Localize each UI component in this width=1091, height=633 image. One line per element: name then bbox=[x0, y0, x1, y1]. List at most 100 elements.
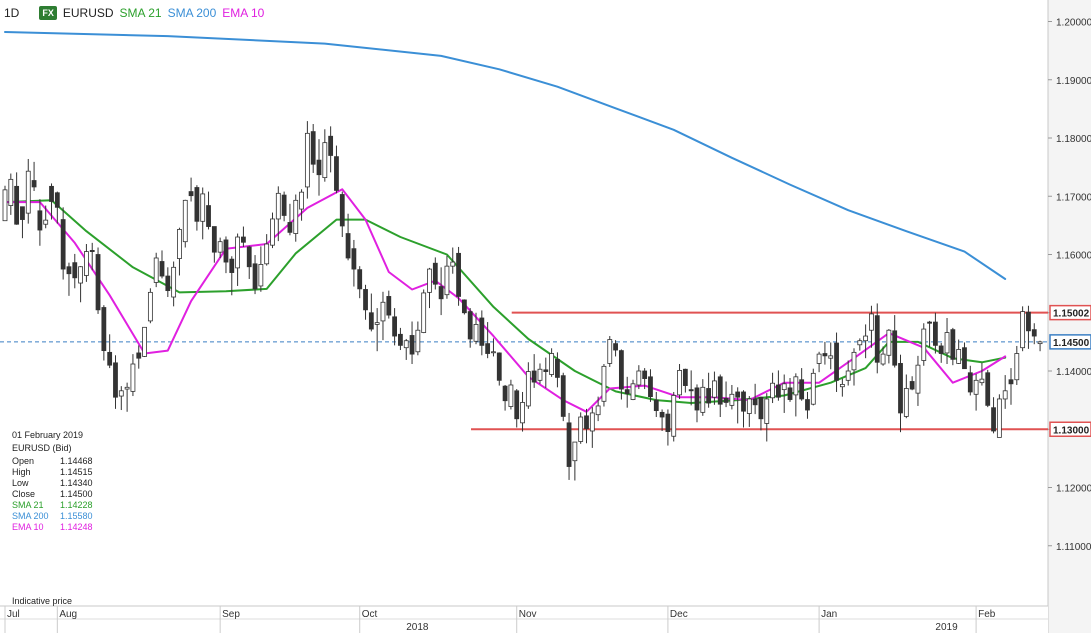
candle bbox=[339, 191, 345, 238]
candle bbox=[653, 391, 659, 418]
candle bbox=[712, 371, 717, 405]
candle bbox=[258, 246, 264, 292]
candle-body bbox=[403, 340, 409, 349]
candle-body bbox=[229, 258, 235, 273]
candle-body bbox=[898, 363, 903, 414]
candle bbox=[200, 187, 206, 240]
candle-body bbox=[700, 386, 706, 413]
candle bbox=[659, 409, 665, 431]
candle-body bbox=[177, 229, 182, 259]
month-label: Feb bbox=[978, 609, 996, 620]
candle-body bbox=[473, 323, 479, 342]
timeframe-label[interactable]: 1D bbox=[4, 6, 20, 20]
candle bbox=[874, 303, 880, 374]
candle bbox=[31, 161, 37, 192]
candle bbox=[241, 226, 246, 247]
info-row: Low 1.14340 bbox=[12, 478, 93, 489]
candle-body bbox=[246, 246, 252, 268]
candle-body bbox=[491, 351, 496, 354]
candle bbox=[37, 199, 43, 246]
candle-body bbox=[659, 411, 665, 418]
candle bbox=[502, 384, 508, 411]
candle bbox=[235, 233, 241, 286]
candle-body bbox=[159, 261, 165, 277]
candle bbox=[1031, 323, 1037, 345]
candle-body bbox=[322, 142, 328, 179]
candle bbox=[677, 364, 682, 399]
candle-body bbox=[985, 372, 991, 406]
candle-body bbox=[194, 187, 200, 222]
candle-body bbox=[66, 266, 72, 275]
candle bbox=[78, 266, 83, 303]
candle-body bbox=[979, 378, 985, 384]
candle bbox=[118, 386, 124, 411]
candle bbox=[956, 339, 962, 365]
candle-body bbox=[171, 266, 177, 298]
y-tick-label: 1.16000 bbox=[1056, 251, 1091, 262]
candle-body bbox=[258, 264, 264, 287]
candle bbox=[1020, 306, 1026, 352]
candle-body bbox=[781, 383, 787, 391]
candle bbox=[607, 336, 613, 367]
candle-body bbox=[25, 170, 31, 214]
legend-sma21[interactable]: SMA 21 bbox=[119, 6, 162, 20]
y-tick-label: 1.20000 bbox=[1056, 18, 1091, 29]
candle bbox=[555, 352, 560, 388]
candle-body bbox=[427, 268, 432, 293]
info-row-label: Low bbox=[12, 478, 29, 488]
legend-sma200[interactable]: SMA 200 bbox=[167, 6, 217, 20]
candle bbox=[374, 308, 380, 352]
candle-body bbox=[101, 307, 107, 352]
candle bbox=[665, 409, 671, 446]
candle-body bbox=[374, 322, 380, 325]
candle bbox=[560, 372, 566, 422]
candle-body bbox=[14, 185, 20, 225]
candle-body bbox=[682, 368, 688, 386]
candle bbox=[543, 357, 549, 388]
candle bbox=[1008, 368, 1014, 405]
price-marker-box bbox=[1049, 304, 1091, 321]
info-row-value: 1.14468 bbox=[60, 456, 93, 466]
legend-ema10[interactable]: EMA 10 bbox=[222, 6, 265, 20]
candle bbox=[886, 329, 892, 364]
candle bbox=[84, 244, 89, 282]
candle-body bbox=[1037, 341, 1043, 345]
info-row: SMA 200 1.15580 bbox=[12, 511, 93, 522]
price-marker: 1.14500 bbox=[1049, 334, 1091, 350]
candle bbox=[334, 145, 339, 194]
candle bbox=[421, 289, 427, 334]
candle bbox=[758, 396, 764, 431]
candle-body bbox=[944, 332, 950, 354]
candle-body bbox=[933, 321, 938, 346]
candle-body bbox=[211, 226, 217, 253]
symbol-label[interactable]: EURUSD bbox=[62, 6, 114, 20]
info-row-value: 1.14515 bbox=[60, 467, 93, 477]
candle bbox=[287, 203, 293, 236]
candle-body bbox=[113, 362, 118, 398]
candle-body bbox=[1008, 379, 1014, 385]
candle-body bbox=[572, 441, 578, 462]
candle-body bbox=[880, 353, 886, 365]
candle bbox=[49, 183, 54, 220]
candle-body bbox=[927, 321, 932, 324]
candle bbox=[950, 327, 956, 366]
candle bbox=[537, 363, 543, 384]
candle bbox=[828, 342, 834, 370]
info-row-label: Close bbox=[12, 489, 36, 499]
candle bbox=[467, 308, 473, 348]
candle bbox=[66, 262, 72, 296]
ema10-line bbox=[4, 188, 1007, 413]
candle-body bbox=[869, 313, 874, 331]
candle bbox=[729, 384, 735, 410]
candle bbox=[461, 299, 467, 315]
candle bbox=[531, 354, 537, 388]
candle-body bbox=[555, 358, 560, 378]
candle bbox=[124, 382, 130, 412]
candle bbox=[810, 368, 816, 406]
candle bbox=[706, 372, 712, 408]
candle bbox=[880, 346, 886, 366]
candle-body bbox=[398, 333, 403, 346]
candle bbox=[496, 352, 502, 386]
